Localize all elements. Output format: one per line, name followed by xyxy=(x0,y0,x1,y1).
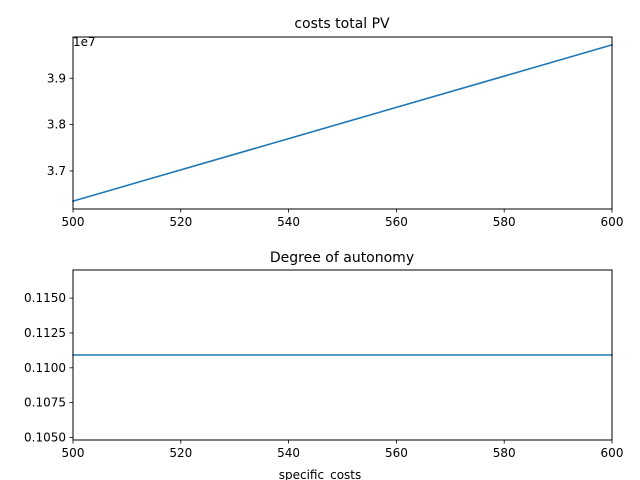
panel-1-series-line xyxy=(72,43,613,203)
panel-2-ytick-label: 0.1125 xyxy=(24,326,66,340)
panel-2-ytick-label: 0.1150 xyxy=(24,291,66,305)
panel-2-marks: 500 520 540 560 580 600 0.1050 0.1075 0.1100 0.11… xyxy=(24,291,623,460)
panel-1-xtick-label: 600 xyxy=(601,215,624,229)
panel-2-xlabel: specific_costs xyxy=(279,468,362,480)
panel-2-xtick-label: 580 xyxy=(493,446,516,460)
panel-costs-total-pv: costs total PV 1e7 500 520 540 560 580 600 3.7… xyxy=(47,16,624,229)
panel-1-title: costs total PV xyxy=(294,16,390,32)
panel-1-frame xyxy=(72,36,613,210)
panel-2-ytick-label: 0.1100 xyxy=(24,361,66,375)
panel-1-ytick-label: 3.7 xyxy=(47,164,66,178)
panel-1-xtick-label: 520 xyxy=(169,215,192,229)
panel-1-xtick-label: 540 xyxy=(277,215,300,229)
panel-2-xtick-label: 540 xyxy=(277,446,300,460)
panel-2-frame xyxy=(72,269,613,441)
panel-2-ytick-label: 0.1075 xyxy=(24,396,66,410)
panel-degree-of-autonomy: Degree of autonomy 500 520 540 560 580 600 0.1… xyxy=(24,250,623,480)
panel-1-xtick-label: 580 xyxy=(493,215,516,229)
panel-2-xtick-label: 500 xyxy=(62,446,85,460)
panel-1-ytick-label: 3.8 xyxy=(47,118,66,132)
panel-1-offset-text: 1e7 xyxy=(73,35,96,49)
panel-2-xtick-label: 600 xyxy=(601,446,624,460)
panel-1-ytick-label: 3.9 xyxy=(47,71,66,85)
panel-2-xtick-label: 520 xyxy=(169,446,192,460)
panel-1-xtick-label: 500 xyxy=(62,215,85,229)
panel-1-marks: 500 520 540 560 580 600 3.7 3.8 3.9 xyxy=(47,43,624,229)
panel-1-xtick-label: 560 xyxy=(385,215,408,229)
panel-2-ytick-label: 0.1050 xyxy=(24,430,66,444)
panel-2-xtick-label: 560 xyxy=(385,446,408,460)
panel-2-title: Degree of autonomy xyxy=(270,250,414,266)
